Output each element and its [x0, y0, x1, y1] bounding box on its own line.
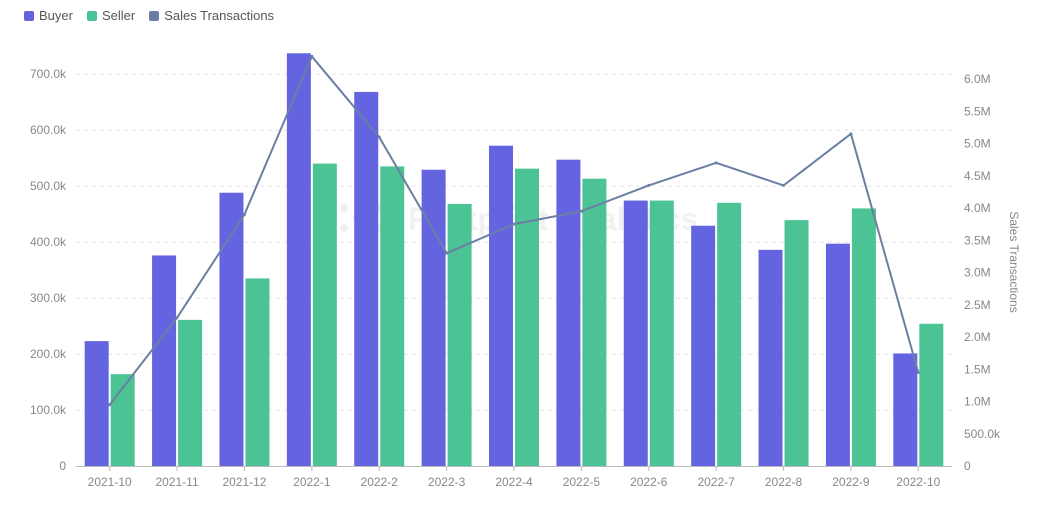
bar-seller — [515, 168, 539, 466]
right-axis-tick-label: 6.0M — [964, 72, 991, 86]
right-axis-tick-label: 3.5M — [964, 233, 991, 247]
x-axis-tick-label: 2022-3 — [428, 475, 466, 489]
left-axis-tick-label: 200.0k — [30, 347, 67, 361]
right-axis-tick-label: 2.0M — [964, 330, 991, 344]
bar-seller — [178, 319, 203, 466]
right-axis-tick-label: 4.5M — [964, 169, 991, 183]
right-axis-tick-label: 2.5M — [964, 298, 991, 312]
bar-buyer — [421, 169, 446, 466]
bar-buyer — [286, 53, 311, 466]
point-sales-transactions — [916, 370, 920, 374]
legend-item-buyer[interactable]: Buyer — [24, 8, 73, 23]
legend-swatch-seller — [86, 10, 97, 21]
x-axis-tick-label: 2022-1 — [293, 475, 331, 489]
right-axis-tick-label: 5.5M — [964, 104, 991, 118]
point-sales-transactions — [108, 403, 112, 407]
right-axis-tick-label: 1.0M — [964, 395, 991, 409]
bar-buyer — [489, 145, 513, 466]
bar-buyer — [84, 341, 109, 466]
x-axis-tick-label: 2021-10 — [88, 475, 132, 489]
line-layer — [108, 54, 920, 407]
point-sales-transactions — [849, 132, 853, 136]
right-axis-title: Sales Transactions — [1007, 211, 1021, 312]
point-sales-transactions — [579, 209, 583, 213]
bar-seller — [312, 163, 337, 466]
bar-buyer — [758, 249, 783, 466]
point-sales-transactions — [175, 316, 179, 320]
left-axis-tick-label: 400.0k — [30, 235, 67, 249]
bar-seller — [245, 278, 270, 466]
legend-label-sales-transactions: Sales Transactions — [164, 8, 275, 23]
x-axis-tick-label: 2022-9 — [832, 475, 870, 489]
legend-item-seller[interactable]: Seller — [86, 8, 136, 23]
bar-buyer — [219, 192, 244, 466]
point-sales-transactions — [310, 54, 314, 58]
point-sales-transactions — [242, 212, 246, 216]
legend-item-sales-transactions[interactable]: Sales Transactions — [149, 8, 274, 23]
legend-label-seller: Seller — [101, 8, 136, 23]
bar-buyer — [623, 200, 648, 466]
x-axis-tick-label: 2022-4 — [495, 475, 533, 489]
bar-seller — [919, 323, 944, 466]
x-axis-tick-label: 2022-10 — [896, 475, 940, 489]
right-axis-tick-label: 5.0M — [964, 137, 991, 151]
bar-seller — [582, 178, 607, 466]
x-axis-tick-label: 2022-2 — [361, 475, 399, 489]
legend-swatch-buyer — [24, 10, 34, 21]
x-axis-tick-label: 2021-12 — [222, 475, 266, 489]
point-sales-transactions — [377, 135, 381, 139]
grid-layer — [76, 73, 952, 411]
x-axis-tick-label: 2022-7 — [697, 475, 735, 489]
left-axis-tick-label: 100.0k — [30, 403, 67, 417]
bar-seller — [851, 208, 876, 466]
point-sales-transactions — [445, 251, 449, 255]
right-axis-tick-label: 500.0k — [964, 427, 1001, 441]
bar-buyer — [691, 225, 716, 466]
bar-seller — [717, 202, 742, 467]
point-sales-transactions — [647, 183, 651, 187]
point-sales-transactions — [512, 222, 516, 226]
x-axis-tick-label: 2022-6 — [630, 475, 668, 489]
legend-label-buyer: Buyer — [39, 8, 73, 23]
x-axis-tick-label: 2021-11 — [155, 475, 198, 489]
legend: Buyer Seller Sales Transactions — [24, 8, 274, 23]
right-axis-tick-label: 3.0M — [964, 266, 991, 280]
bar-buyer — [556, 159, 581, 466]
point-sales-transactions — [714, 161, 718, 165]
left-axis-tick-label: 300.0k — [30, 291, 67, 305]
bar-buyer — [825, 243, 850, 466]
point-sales-transactions — [782, 183, 786, 187]
x-axis-tick-label: 2022-8 — [765, 475, 803, 489]
axis-layer: 0 100.0k 200.0k 300.0k 400.0k 500.0k 600.0k 700… — [30, 67, 1001, 489]
bar-buyer — [893, 353, 918, 466]
bar-buyer — [152, 255, 177, 466]
bar-seller — [380, 166, 405, 466]
right-axis-tick-label: 0 — [964, 459, 971, 473]
left-axis-tick-label: 500.0k — [30, 179, 67, 193]
right-axis-tick-label: 1.5M — [964, 362, 991, 376]
bar-seller — [649, 200, 674, 466]
bars-layer — [84, 53, 944, 467]
left-axis-tick-label: 600.0k — [30, 123, 67, 137]
x-axis-tick-label: 2022-5 — [563, 475, 601, 489]
legend-swatch-sales-transactions — [149, 10, 160, 21]
left-axis-tick-label: 700.0k — [30, 67, 67, 81]
bar-buyer — [354, 91, 379, 467]
left-axis-tick-label: 0 — [59, 459, 66, 473]
right-axis-tick-label: 4.0M — [964, 201, 991, 215]
bar-seller — [784, 220, 809, 466]
